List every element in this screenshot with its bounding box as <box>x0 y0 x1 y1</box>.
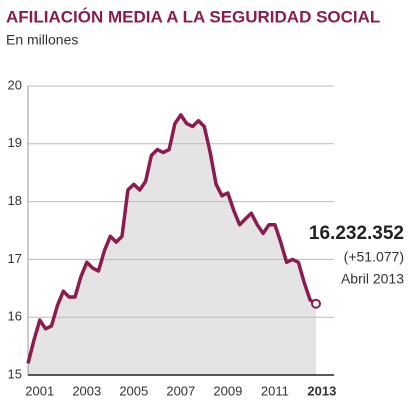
y-tick-label: 17 <box>8 251 22 266</box>
y-tick-label: 16 <box>8 309 22 324</box>
y-tick-label: 18 <box>8 193 22 208</box>
x-tick-label: 2013 <box>307 383 336 398</box>
x-tick-label: 2001 <box>25 383 54 398</box>
chart-subtitle: En millones <box>6 32 78 48</box>
annotation: Abril 2013 <box>341 271 404 287</box>
annotation: 16.232.352 <box>309 223 404 244</box>
y-tick-label: 20 <box>8 77 22 92</box>
y-tick-label: 19 <box>8 135 22 150</box>
y-tick-label: 15 <box>8 366 22 381</box>
end-point <box>311 298 321 309</box>
x-tick-label: 2011 <box>261 383 289 398</box>
line <box>26 113 317 364</box>
annotation: (+51.077) <box>344 249 404 265</box>
x-tick-label: 2007 <box>166 383 195 398</box>
x-tick-label: 2009 <box>213 383 242 398</box>
chart-title: AFILIACIÓN MEDIA A LA SEGURIDAD SOCIAL <box>6 7 380 26</box>
x-tick-label: 2003 <box>72 383 101 398</box>
x-tick-label: 2005 <box>119 383 148 398</box>
area <box>28 114 316 376</box>
